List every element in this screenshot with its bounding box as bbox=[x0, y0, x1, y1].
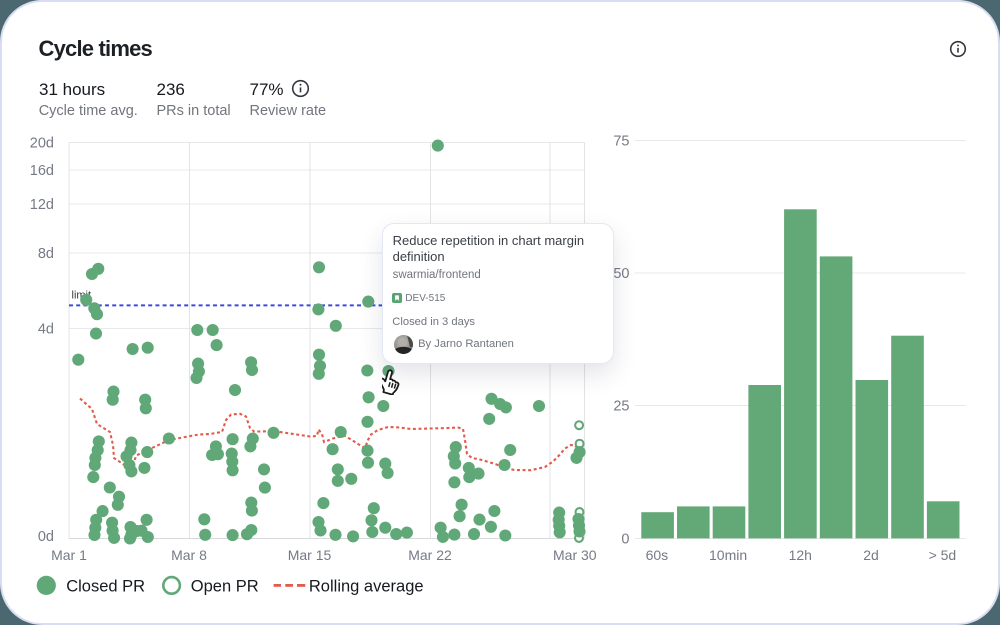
svg-text:12h: 12h bbox=[789, 547, 812, 563]
svg-text:8d: 8d bbox=[38, 246, 54, 262]
svg-text:Open PR: Open PR bbox=[191, 577, 259, 595]
svg-text:Mar 22: Mar 22 bbox=[408, 547, 452, 563]
svg-text:0: 0 bbox=[621, 531, 629, 547]
svg-text:10min: 10min bbox=[709, 547, 747, 563]
svg-text:25: 25 bbox=[613, 399, 629, 415]
svg-text:4d: 4d bbox=[38, 322, 54, 338]
svg-text:Rolling average: Rolling average bbox=[309, 577, 424, 595]
svg-text:12d: 12d bbox=[30, 197, 54, 213]
svg-text:Mar 8: Mar 8 bbox=[171, 547, 207, 563]
svg-text:Mar 15: Mar 15 bbox=[288, 547, 332, 563]
svg-text:60s: 60s bbox=[646, 547, 669, 563]
svg-text:16d: 16d bbox=[30, 163, 54, 179]
svg-text:2d: 2d bbox=[863, 547, 879, 563]
svg-text:0d: 0d bbox=[38, 529, 54, 545]
svg-text:20d: 20d bbox=[30, 136, 54, 152]
svg-text:Mar 1: Mar 1 bbox=[51, 547, 87, 563]
svg-text:50: 50 bbox=[613, 266, 629, 282]
svg-text:> 5d: > 5d bbox=[929, 547, 957, 563]
svg-text:Closed PR: Closed PR bbox=[66, 577, 145, 595]
svg-text:Mar 30: Mar 30 bbox=[553, 547, 597, 563]
svg-text:75: 75 bbox=[613, 134, 629, 150]
